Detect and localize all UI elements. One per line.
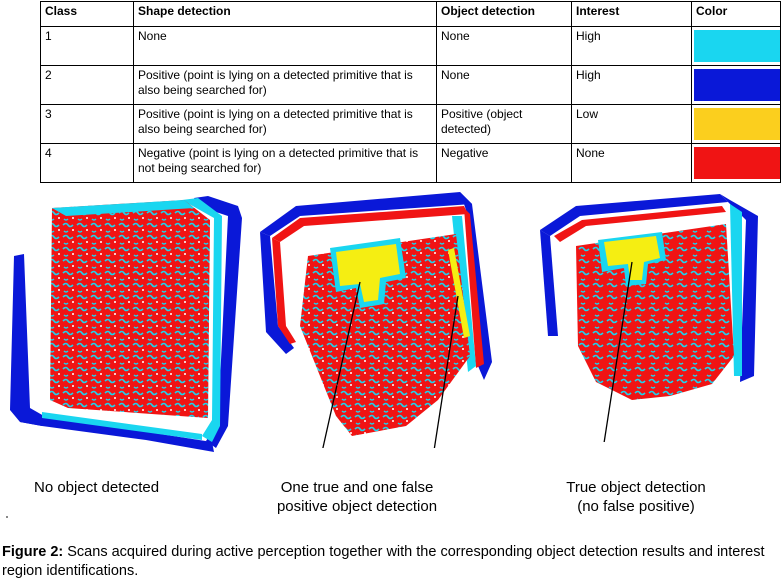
header-class: Class [40,1,134,27]
stray-mark [6,516,8,518]
cell-class: 1 [40,26,134,66]
table-row: 4 Negative (point is lying on a detected… [40,143,781,183]
scan-right-pointcloud [540,194,758,442]
table-row: 3 Positive (point is lying on a detected… [40,104,781,144]
table-row: 2 Positive (point is lying on a detected… [40,65,781,105]
wall-blue-bottom [20,416,214,452]
wall-cyan-right [730,204,742,376]
label-no-object: No object detected [34,479,160,496]
detected-object-core [336,244,400,302]
scan-right [536,186,778,442]
wall-red-right [464,208,484,368]
detected-object-core [604,236,660,280]
pointer-line-true [603,261,633,442]
wall-blue-right [194,196,242,448]
surface-red-region [50,200,210,418]
scan-left-pointcloud [10,196,242,452]
cell-color [691,104,781,144]
header-shape-detection: Shape detection [133,1,437,27]
cell-shape: Positive (point is lying on a detected p… [133,65,437,105]
wall-red-top [272,206,468,242]
cell-class: 2 [40,65,134,105]
wall-red-top [554,206,726,242]
scan-middle [256,186,526,448]
cell-color [691,26,781,66]
table-row: 1 None None High [40,26,781,66]
cell-interest: High [571,65,692,105]
figure-text: Scans acquired during active perception … [2,544,765,579]
cell-shape: None [133,26,437,66]
label-true-detection: True object detection (no false positive… [548,478,724,516]
header-color: Color [691,1,781,27]
pointer-line-true [322,281,361,448]
wall-blue-left [10,254,44,426]
scan-left [6,186,250,452]
cell-interest: Low [571,104,692,144]
cell-object: None [436,26,572,66]
cell-shape: Positive (point is lying on a detected p… [133,104,437,144]
header-interest: Interest [571,1,692,27]
wall-blue-left [540,230,558,336]
wall-red-left [272,238,296,344]
label-true-false-line2: positive object detection [276,498,438,515]
scan-middle-pointcloud [260,192,492,448]
wall-blue-top [260,192,472,236]
wall-blue-top [540,194,728,236]
classification-table: Class Shape detection Object detection I… [40,1,781,183]
color-swatch [694,30,780,62]
label-true-detection-line2: (no false positive) [577,498,695,515]
cell-object: Positive (object detected) [436,104,572,144]
label-true-detection-line1: True object detection [566,479,706,496]
wall-cyan-edge [182,198,222,442]
figure-caption: Figure 2: Scans acquired during active p… [2,543,772,581]
color-swatch [694,108,780,140]
cell-shape: Negative (point is lying on a detected p… [133,143,437,183]
pointer-line-false [433,295,459,448]
label-true-false: One true and one false positive object d… [262,478,452,516]
wall-blue-left [260,232,294,354]
label-true-false-line1: One true and one false [280,479,434,496]
cell-object: None [436,65,572,105]
cell-class: 3 [40,104,134,144]
header-object-detection: Object detection [436,1,572,27]
cell-color [691,143,781,183]
color-swatch [694,69,780,101]
surface-cyan-top [52,200,194,216]
cell-interest: None [571,143,692,183]
cell-class: 4 [40,143,134,183]
cell-interest: High [571,26,692,66]
wall-cyan-bottom [42,412,202,440]
false-positive-strip [448,248,470,338]
color-swatch [694,147,780,179]
cell-object: Negative [436,143,572,183]
cell-color [691,65,781,105]
table-header-row: Class Shape detection Object detection I… [40,1,781,27]
wall-blue-right [720,194,758,382]
figure-label: Figure 2: [2,544,64,560]
